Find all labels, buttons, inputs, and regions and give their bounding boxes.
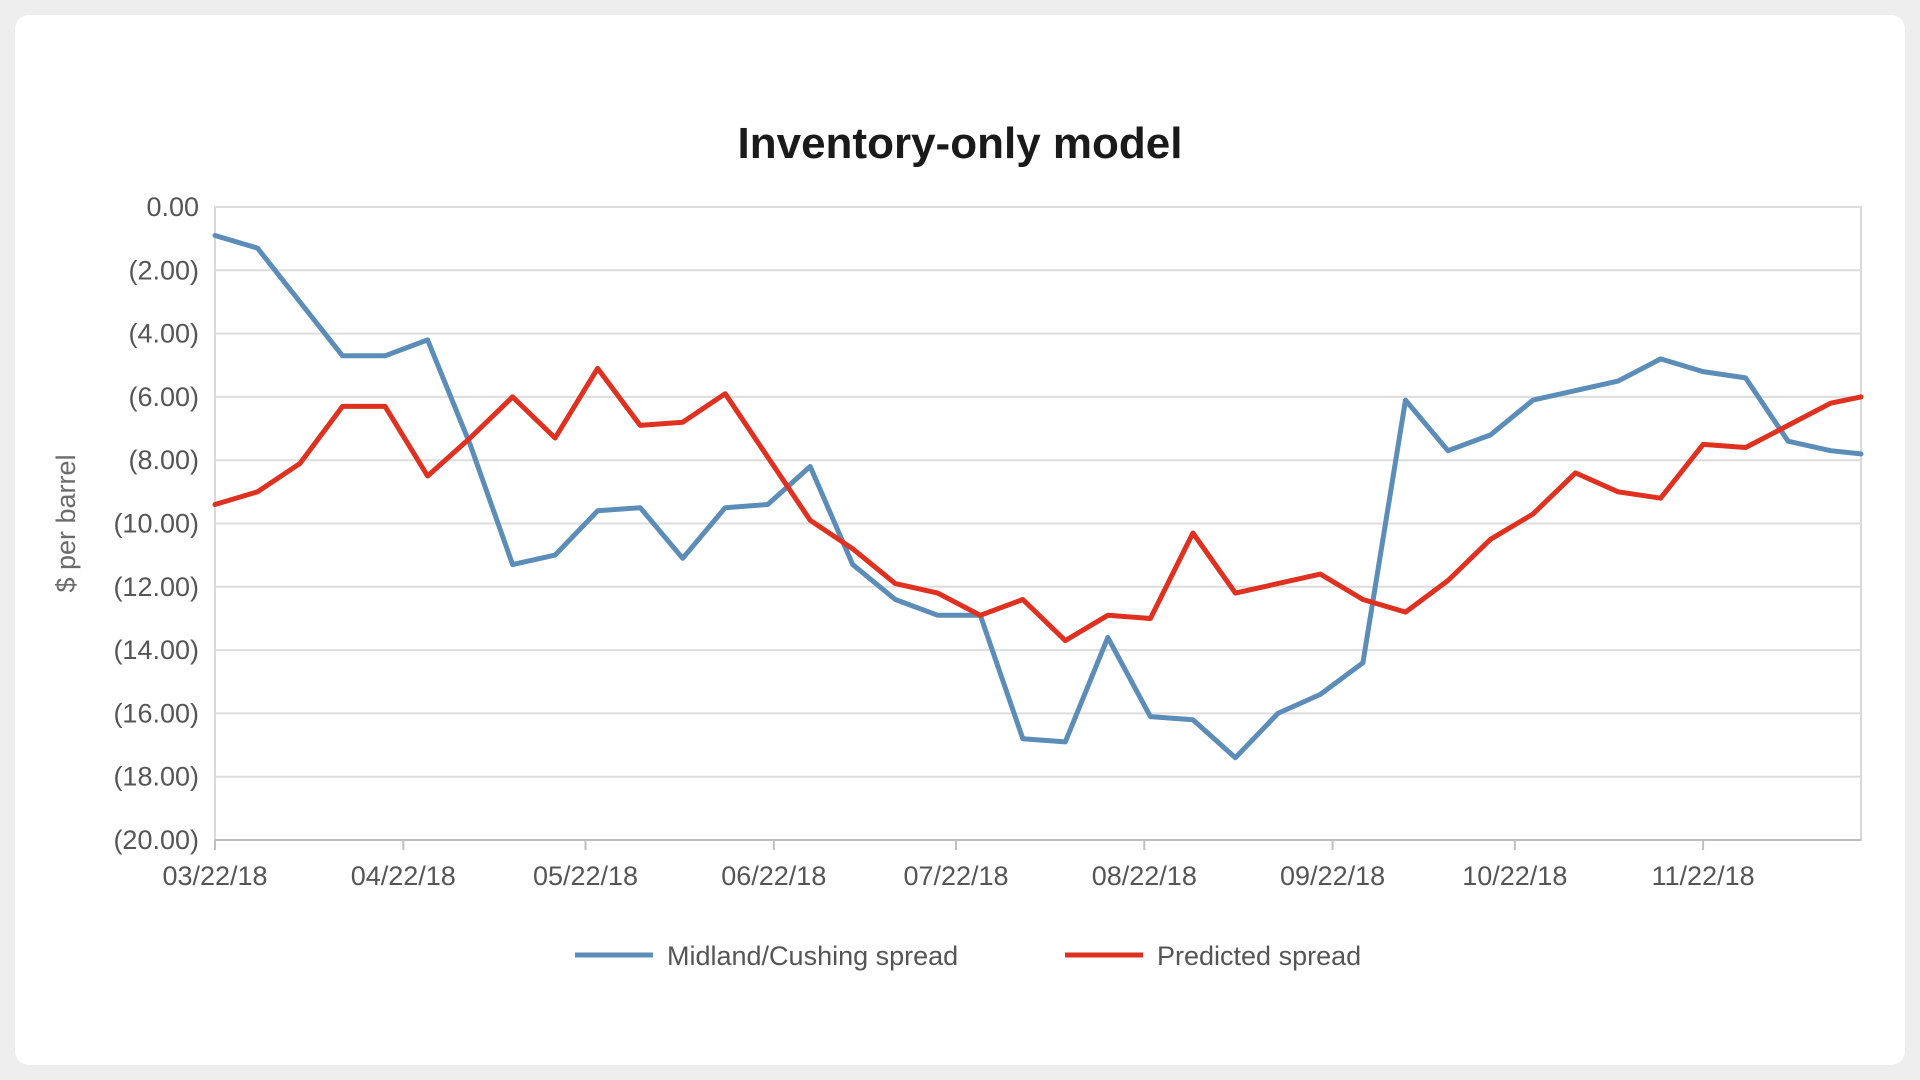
x-tick-label: 09/22/18	[1280, 861, 1385, 891]
x-tick-label: 05/22/18	[533, 861, 638, 891]
series-line-predicted	[212, 365, 1864, 644]
y-tick-label: (2.00)	[128, 255, 199, 285]
y-tick-label: (18.00)	[113, 762, 199, 792]
y-tick-label: (6.00)	[128, 382, 199, 412]
x-tick-label: 03/22/18	[162, 861, 267, 891]
axes: 0.00 (2.00) (4.00) (6.00) (8.00) (10.00) (12.0…	[51, 192, 1861, 891]
grid-lines	[214, 206, 1862, 841]
legend-label: Midland/Cushing spread	[667, 941, 958, 971]
chart-card: Inventory-only model 0.00 (2.00) (4.00) (6.…	[15, 15, 1905, 1065]
y-tick-label: 0.00	[146, 192, 199, 222]
y-axis-label: $ per barrel	[51, 454, 81, 592]
legend: Midland/Cushing spread Predicted spread	[575, 941, 1361, 971]
x-tick-label: 06/22/18	[721, 861, 826, 891]
x-tick-label: 07/22/18	[903, 861, 1008, 891]
y-tick-label: (10.00)	[113, 509, 199, 539]
x-tick-label: 11/22/18	[1652, 861, 1755, 891]
y-tick-label: (8.00)	[128, 445, 199, 475]
y-tick-label: (14.00)	[113, 635, 199, 665]
y-tick-label: (16.00)	[113, 698, 199, 728]
series-line-midland-cushing	[212, 233, 1864, 761]
line-chart: 0.00 (2.00) (4.00) (6.00) (8.00) (10.00) (12.0…	[51, 192, 1864, 971]
chart-title: Inventory-only model	[737, 119, 1183, 168]
y-tick-label: (20.00)	[113, 825, 199, 855]
y-tick-label: (12.00)	[113, 572, 199, 602]
legend-label: Predicted spread	[1157, 941, 1361, 971]
x-tick-label: 04/22/18	[351, 861, 456, 891]
y-tick-label: (4.00)	[128, 319, 199, 349]
series-lines	[212, 233, 1864, 761]
x-tick-label: 10/22/18	[1462, 861, 1567, 891]
x-tick-label: 08/22/18	[1092, 861, 1197, 891]
